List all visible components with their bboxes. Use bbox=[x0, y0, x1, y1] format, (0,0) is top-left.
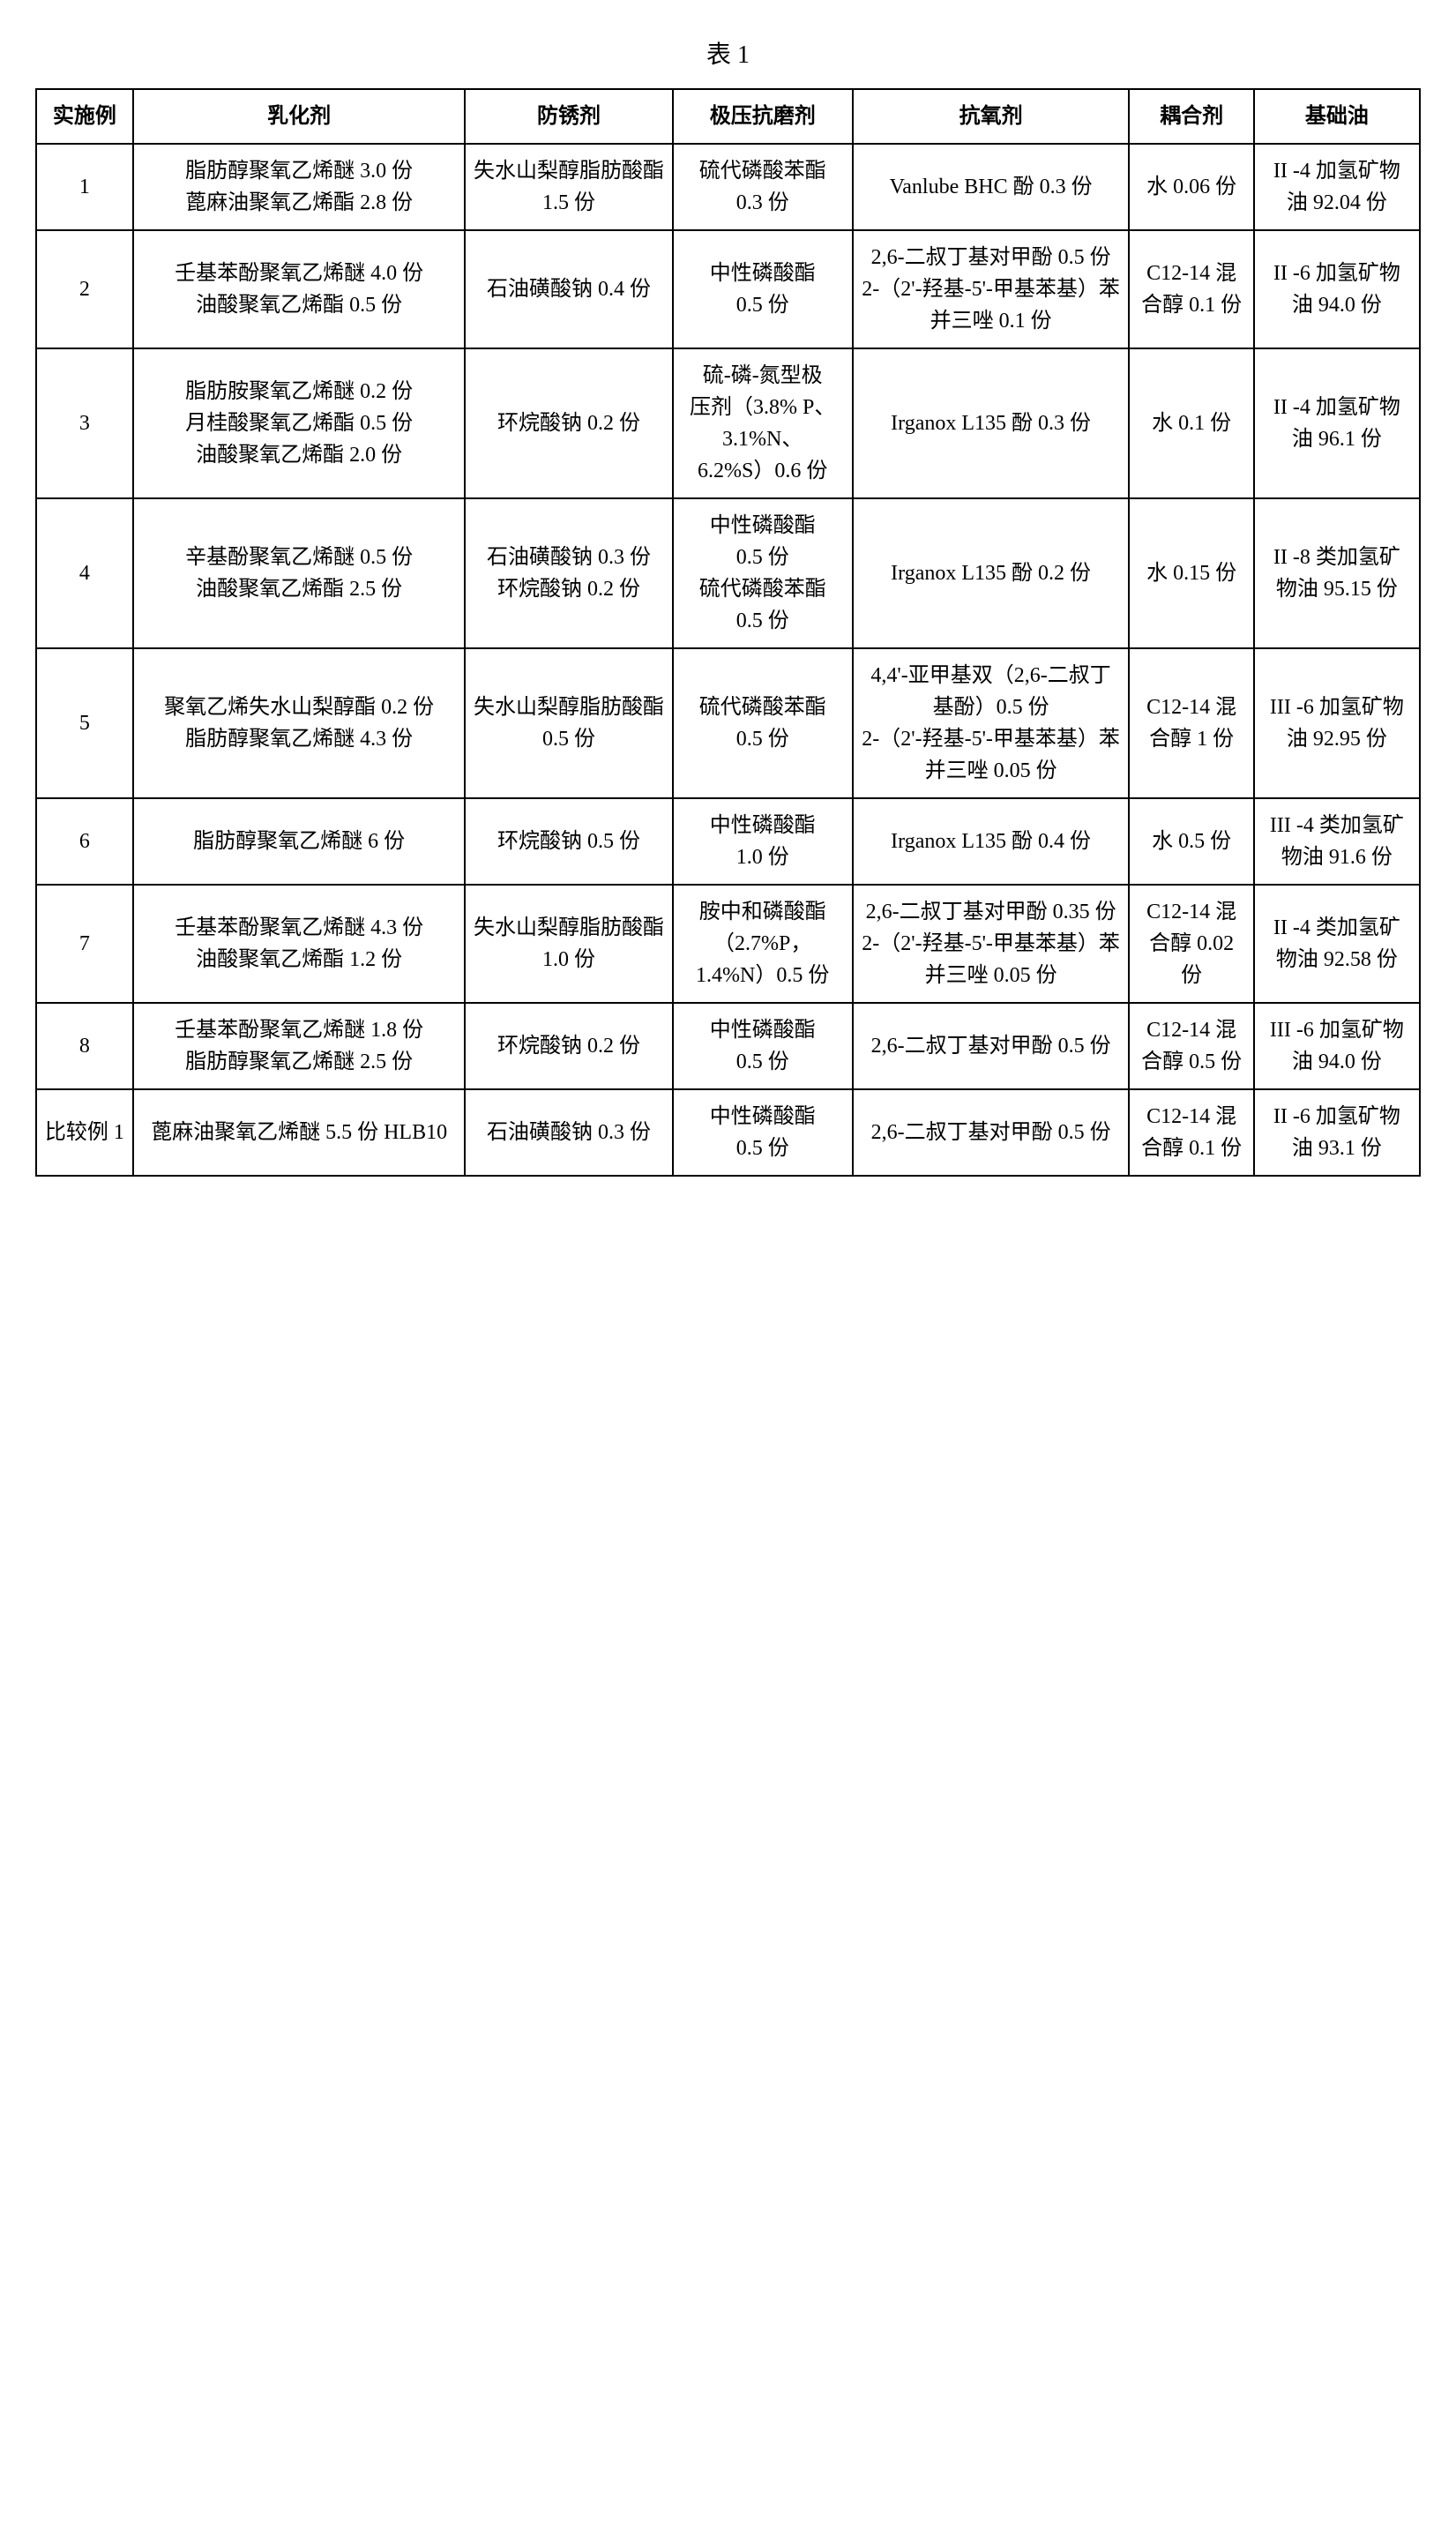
cell-id: 7 bbox=[36, 885, 133, 1003]
cell-base: II -4 类加氢矿物油 92.58 份 bbox=[1254, 885, 1420, 1003]
cell-antiox: 4,4'-亚甲基双（2,6-二叔丁基酚）0.5 份2-（2'-羟基-5'-甲基苯… bbox=[853, 648, 1130, 798]
cell-ep: 中性磷酸酯1.0 份 bbox=[673, 798, 853, 885]
table-title: 表 1 bbox=[35, 35, 1421, 71]
table-row: 4辛基酚聚氧乙烯醚 0.5 份油酸聚氧乙烯酯 2.5 份石油磺酸钠 0.3 份环… bbox=[36, 498, 1420, 648]
col-antiox: 抗氧剂 bbox=[853, 89, 1130, 144]
cell-emulsifier: 壬基苯酚聚氧乙烯醚 4.3 份油酸聚氧乙烯酯 1.2 份 bbox=[133, 885, 466, 1003]
col-ep: 极压抗磨剂 bbox=[673, 89, 853, 144]
cell-id: 3 bbox=[36, 348, 133, 498]
table-row: 8壬基苯酚聚氧乙烯醚 1.8 份脂肪醇聚氧乙烯醚 2.5 份环烷酸钠 0.2 份… bbox=[36, 1003, 1420, 1089]
col-base: 基础油 bbox=[1254, 89, 1420, 144]
cell-antiox: 2,6-二叔丁基对甲酚 0.5 份 bbox=[853, 1089, 1130, 1176]
cell-emulsifier: 壬基苯酚聚氧乙烯醚 4.0 份油酸聚氧乙烯酯 0.5 份 bbox=[133, 230, 466, 348]
cell-coupler: 水 0.5 份 bbox=[1129, 798, 1253, 885]
cell-ep: 硫代磷酸苯酯0.5 份 bbox=[673, 648, 853, 798]
cell-ep: 中性磷酸酯0.5 份 bbox=[673, 230, 853, 348]
cell-ep: 中性磷酸酯0.5 份 bbox=[673, 1003, 853, 1089]
cell-base: III -6 加氢矿物油 94.0 份 bbox=[1254, 1003, 1420, 1089]
cell-id: 2 bbox=[36, 230, 133, 348]
cell-id: 8 bbox=[36, 1003, 133, 1089]
cell-emulsifier: 脂肪醇聚氧乙烯醚 6 份 bbox=[133, 798, 466, 885]
cell-coupler: C12-14 混合醇 0.5 份 bbox=[1129, 1003, 1253, 1089]
cell-antiox: 2,6-二叔丁基对甲酚 0.35 份2-（2'-羟基-5'-甲基苯基）苯并三唑 … bbox=[853, 885, 1130, 1003]
col-coupler: 耦合剂 bbox=[1129, 89, 1253, 144]
cell-base: II -6 加氢矿物油 93.1 份 bbox=[1254, 1089, 1420, 1176]
cell-coupler: 水 0.1 份 bbox=[1129, 348, 1253, 498]
cell-id: 5 bbox=[36, 648, 133, 798]
cell-antiox: Irganox L135 酚 0.4 份 bbox=[853, 798, 1130, 885]
cell-emulsifier: 蓖麻油聚氧乙烯醚 5.5 份 HLB10 bbox=[133, 1089, 466, 1176]
cell-ep: 硫-磷-氮型极压剂（3.8% P、3.1%N、6.2%S）0.6 份 bbox=[673, 348, 853, 498]
cell-emulsifier: 脂肪醇聚氧乙烯醚 3.0 份蓖麻油聚氧乙烯酯 2.8 份 bbox=[133, 144, 466, 230]
table-row: 比较例 1蓖麻油聚氧乙烯醚 5.5 份 HLB10石油磺酸钠 0.3 份中性磷酸… bbox=[36, 1089, 1420, 1176]
cell-rust: 石油磺酸钠 0.4 份 bbox=[465, 230, 672, 348]
cell-emulsifier: 壬基苯酚聚氧乙烯醚 1.8 份脂肪醇聚氧乙烯醚 2.5 份 bbox=[133, 1003, 466, 1089]
cell-ep: 胺中和磷酸酯（2.7%P，1.4%N）0.5 份 bbox=[673, 885, 853, 1003]
cell-base: III -6 加氢矿物油 92.95 份 bbox=[1254, 648, 1420, 798]
table-row: 6脂肪醇聚氧乙烯醚 6 份环烷酸钠 0.5 份中性磷酸酯1.0 份Irganox… bbox=[36, 798, 1420, 885]
cell-base: II -8 类加氢矿物油 95.15 份 bbox=[1254, 498, 1420, 648]
cell-ep: 硫代磷酸苯酯0.3 份 bbox=[673, 144, 853, 230]
table-row: 1脂肪醇聚氧乙烯醚 3.0 份蓖麻油聚氧乙烯酯 2.8 份失水山梨醇脂肪酸酯1.… bbox=[36, 144, 1420, 230]
cell-ep: 中性磷酸酯0.5 份 bbox=[673, 1089, 853, 1176]
table-row: 7壬基苯酚聚氧乙烯醚 4.3 份油酸聚氧乙烯酯 1.2 份失水山梨醇脂肪酸酯1.… bbox=[36, 885, 1420, 1003]
table-header-row: 实施例 乳化剂 防锈剂 极压抗磨剂 抗氧剂 耦合剂 基础油 bbox=[36, 89, 1420, 144]
cell-rust: 失水山梨醇脂肪酸酯1.0 份 bbox=[465, 885, 672, 1003]
cell-coupler: C12-14 混合醇 0.02份 bbox=[1129, 885, 1253, 1003]
table-row: 2壬基苯酚聚氧乙烯醚 4.0 份油酸聚氧乙烯酯 0.5 份石油磺酸钠 0.4 份… bbox=[36, 230, 1420, 348]
cell-rust: 环烷酸钠 0.2 份 bbox=[465, 1003, 672, 1089]
data-table: 实施例 乳化剂 防锈剂 极压抗磨剂 抗氧剂 耦合剂 基础油 1脂肪醇聚氧乙烯醚 … bbox=[35, 88, 1421, 1177]
cell-antiox: Vanlube BHC 酚 0.3 份 bbox=[853, 144, 1130, 230]
cell-id: 4 bbox=[36, 498, 133, 648]
col-emulsifier: 乳化剂 bbox=[133, 89, 466, 144]
cell-coupler: C12-14 混合醇 0.1 份 bbox=[1129, 230, 1253, 348]
cell-antiox: Irganox L135 酚 0.2 份 bbox=[853, 498, 1130, 648]
cell-emulsifier: 脂肪胺聚氧乙烯醚 0.2 份月桂酸聚氧乙烯酯 0.5 份油酸聚氧乙烯酯 2.0 … bbox=[133, 348, 466, 498]
cell-ep: 中性磷酸酯0.5 份硫代磷酸苯酯0.5 份 bbox=[673, 498, 853, 648]
cell-rust: 石油磺酸钠 0.3 份环烷酸钠 0.2 份 bbox=[465, 498, 672, 648]
cell-rust: 失水山梨醇脂肪酸酯1.5 份 bbox=[465, 144, 672, 230]
cell-coupler: C12-14 混合醇 0.1 份 bbox=[1129, 1089, 1253, 1176]
cell-emulsifier: 辛基酚聚氧乙烯醚 0.5 份油酸聚氧乙烯酯 2.5 份 bbox=[133, 498, 466, 648]
cell-rust: 失水山梨醇脂肪酸酯0.5 份 bbox=[465, 648, 672, 798]
cell-id: 6 bbox=[36, 798, 133, 885]
cell-coupler: C12-14 混合醇 1 份 bbox=[1129, 648, 1253, 798]
col-rust: 防锈剂 bbox=[465, 89, 672, 144]
cell-base: III -4 类加氢矿物油 91.6 份 bbox=[1254, 798, 1420, 885]
cell-base: II -6 加氢矿物油 94.0 份 bbox=[1254, 230, 1420, 348]
cell-antiox: Irganox L135 酚 0.3 份 bbox=[853, 348, 1130, 498]
cell-rust: 环烷酸钠 0.2 份 bbox=[465, 348, 672, 498]
cell-id: 比较例 1 bbox=[36, 1089, 133, 1176]
cell-antiox: 2,6-二叔丁基对甲酚 0.5 份 bbox=[853, 1003, 1130, 1089]
cell-base: II -4 加氢矿物油 96.1 份 bbox=[1254, 348, 1420, 498]
table-row: 3脂肪胺聚氧乙烯醚 0.2 份月桂酸聚氧乙烯酯 0.5 份油酸聚氧乙烯酯 2.0… bbox=[36, 348, 1420, 498]
cell-coupler: 水 0.06 份 bbox=[1129, 144, 1253, 230]
cell-base: II -4 加氢矿物油 92.04 份 bbox=[1254, 144, 1420, 230]
cell-rust: 环烷酸钠 0.5 份 bbox=[465, 798, 672, 885]
col-example: 实施例 bbox=[36, 89, 133, 144]
cell-coupler: 水 0.15 份 bbox=[1129, 498, 1253, 648]
cell-id: 1 bbox=[36, 144, 133, 230]
cell-antiox: 2,6-二叔丁基对甲酚 0.5 份2-（2'-羟基-5'-甲基苯基）苯并三唑 0… bbox=[853, 230, 1130, 348]
table-row: 5聚氧乙烯失水山梨醇酯 0.2 份脂肪醇聚氧乙烯醚 4.3 份失水山梨醇脂肪酸酯… bbox=[36, 648, 1420, 798]
cell-emulsifier: 聚氧乙烯失水山梨醇酯 0.2 份脂肪醇聚氧乙烯醚 4.3 份 bbox=[133, 648, 466, 798]
cell-rust: 石油磺酸钠 0.3 份 bbox=[465, 1089, 672, 1176]
